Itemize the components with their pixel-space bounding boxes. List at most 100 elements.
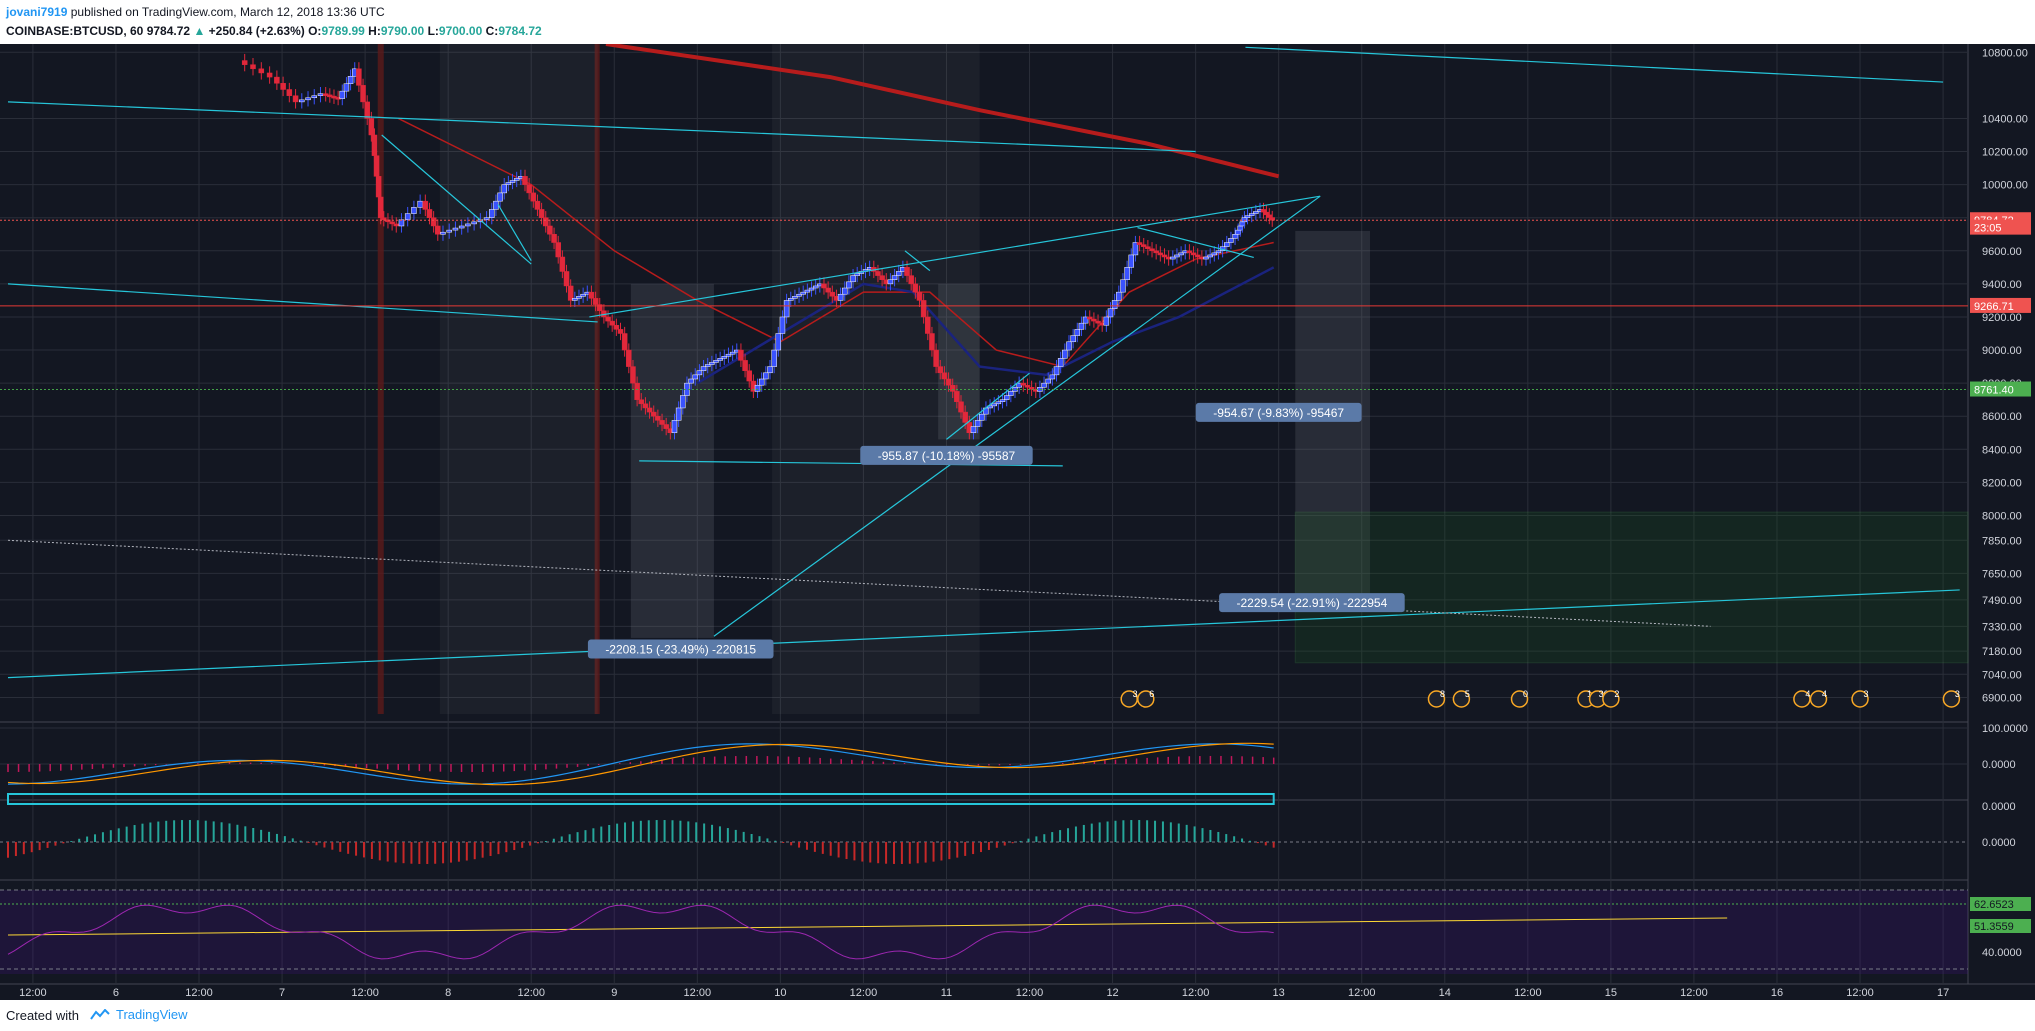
candle-up [501,184,507,194]
candle-up [440,231,446,235]
candle-down [360,85,366,103]
time-axis-label: 12:00 [1348,987,1376,999]
candle-up [580,293,586,297]
candle-down [630,366,636,384]
last-price: 9784.72 [146,24,191,38]
price-axis-label: 6900.00 [1982,692,2022,704]
event-count: 0 [1523,689,1528,699]
candle-up [692,374,698,380]
candle-up [854,273,860,276]
event-flag-icon [1452,690,1471,708]
rsi-tag-text: 62.6523 [1974,899,2014,911]
candle-down [377,196,384,218]
chart-canvas[interactable]: 12:00 6 12:00 7 12:00 8 12:00 9 12:00 10 12:00 11 12… [0,44,2035,1000]
price-axis-label: 10200.00 [1982,147,2028,159]
candle-up [497,192,503,202]
candle-up [713,360,719,363]
event-flag-icon [1602,690,1620,708]
price-axis-label: 9200.00 [1982,312,2022,324]
time-axis-label: 12:00 [850,987,878,999]
candle-up [1082,316,1089,324]
trend-line [1137,227,1254,258]
event-count: 3 [1955,689,1960,699]
price-axis-label: 7490.00 [1982,595,2022,607]
time-axis-label: 12:00 [1016,987,1044,999]
candle-up [970,426,977,434]
session-shading [439,44,598,714]
candle-up [758,378,765,386]
candle-up [347,76,354,84]
candle-down [292,95,299,103]
candle-up [465,223,471,227]
price-axis-label: 9400.00 [1982,279,2022,291]
candle-down [1260,209,1267,213]
highlight-band [377,44,384,714]
candle-down [954,391,960,402]
candle-down [634,382,640,400]
candle-up [688,378,694,384]
candle-down [356,68,362,86]
candle-up [763,372,769,380]
ma-red-line [398,117,1274,368]
time-axis-label: 12:00 [1514,987,1542,999]
candle-up [489,209,495,218]
high-label: H: [368,24,381,38]
candle-up [1103,316,1110,326]
chart-background [0,44,2035,1000]
candle-up [452,227,459,231]
price-axis-label: 10000.00 [1982,180,2028,192]
time-axis-label: 12:00 [19,987,47,999]
candle-up [1248,213,1255,216]
candle-up [783,300,790,318]
event-count: 3 [1133,689,1138,699]
candle-up [729,351,736,355]
candle-up [311,95,317,99]
measure-box [938,283,980,440]
price-axis-label: 9000.00 [1982,345,2022,357]
candle-up [1003,395,1010,400]
time-axis-label: 12:00 [1182,987,1210,999]
candle-down [829,291,836,297]
author-link[interactable]: jovani7919 [6,5,68,19]
candle-down [389,221,395,225]
time-axis-label: 7 [279,987,285,999]
candle-down [567,285,574,301]
candle-down [655,415,661,421]
candle-down [1136,242,1143,245]
candle-down [937,366,943,374]
candle-down [1028,387,1035,390]
candle-down [663,424,669,429]
trend-line [639,460,1063,467]
candle-up [1174,254,1180,258]
event-flag-icon [1809,690,1828,708]
event-flag-icon [1510,690,1529,708]
tradingview-brand-link[interactable]: TradingView [90,1007,188,1022]
candle-down [933,349,939,367]
candle-up [804,289,811,293]
candle-down [642,403,649,409]
candle-up [796,293,802,297]
candle-up [483,217,490,221]
time-axis-label: 12:00 [684,987,712,999]
event-flag-icon [1137,690,1155,708]
time-axis-label: 6 [113,987,119,999]
trend-line [904,250,931,272]
price-axis-label: 7850.00 [1982,535,2022,547]
candle-down [925,316,931,334]
candle-down [381,217,387,221]
macd-axis-label: 100.0000 [1982,723,2028,735]
candle-down [742,360,748,371]
candle-down [588,291,595,299]
event-count: 6 [1149,689,1154,699]
candle-up [995,401,1002,405]
candle-down [638,399,645,405]
trend-line [7,589,1960,679]
price-axis-label: 10800.00 [1982,47,2028,59]
symbol-label: COINBASE:BTCUSD, 60 [6,24,144,38]
time-axis-label: 12:00 [1846,987,1874,999]
ma200-line [605,44,1280,179]
candle-down [1161,254,1168,258]
candle-up [1120,279,1126,293]
candle-up [1066,341,1072,351]
low-value: 9700.00 [438,24,483,38]
